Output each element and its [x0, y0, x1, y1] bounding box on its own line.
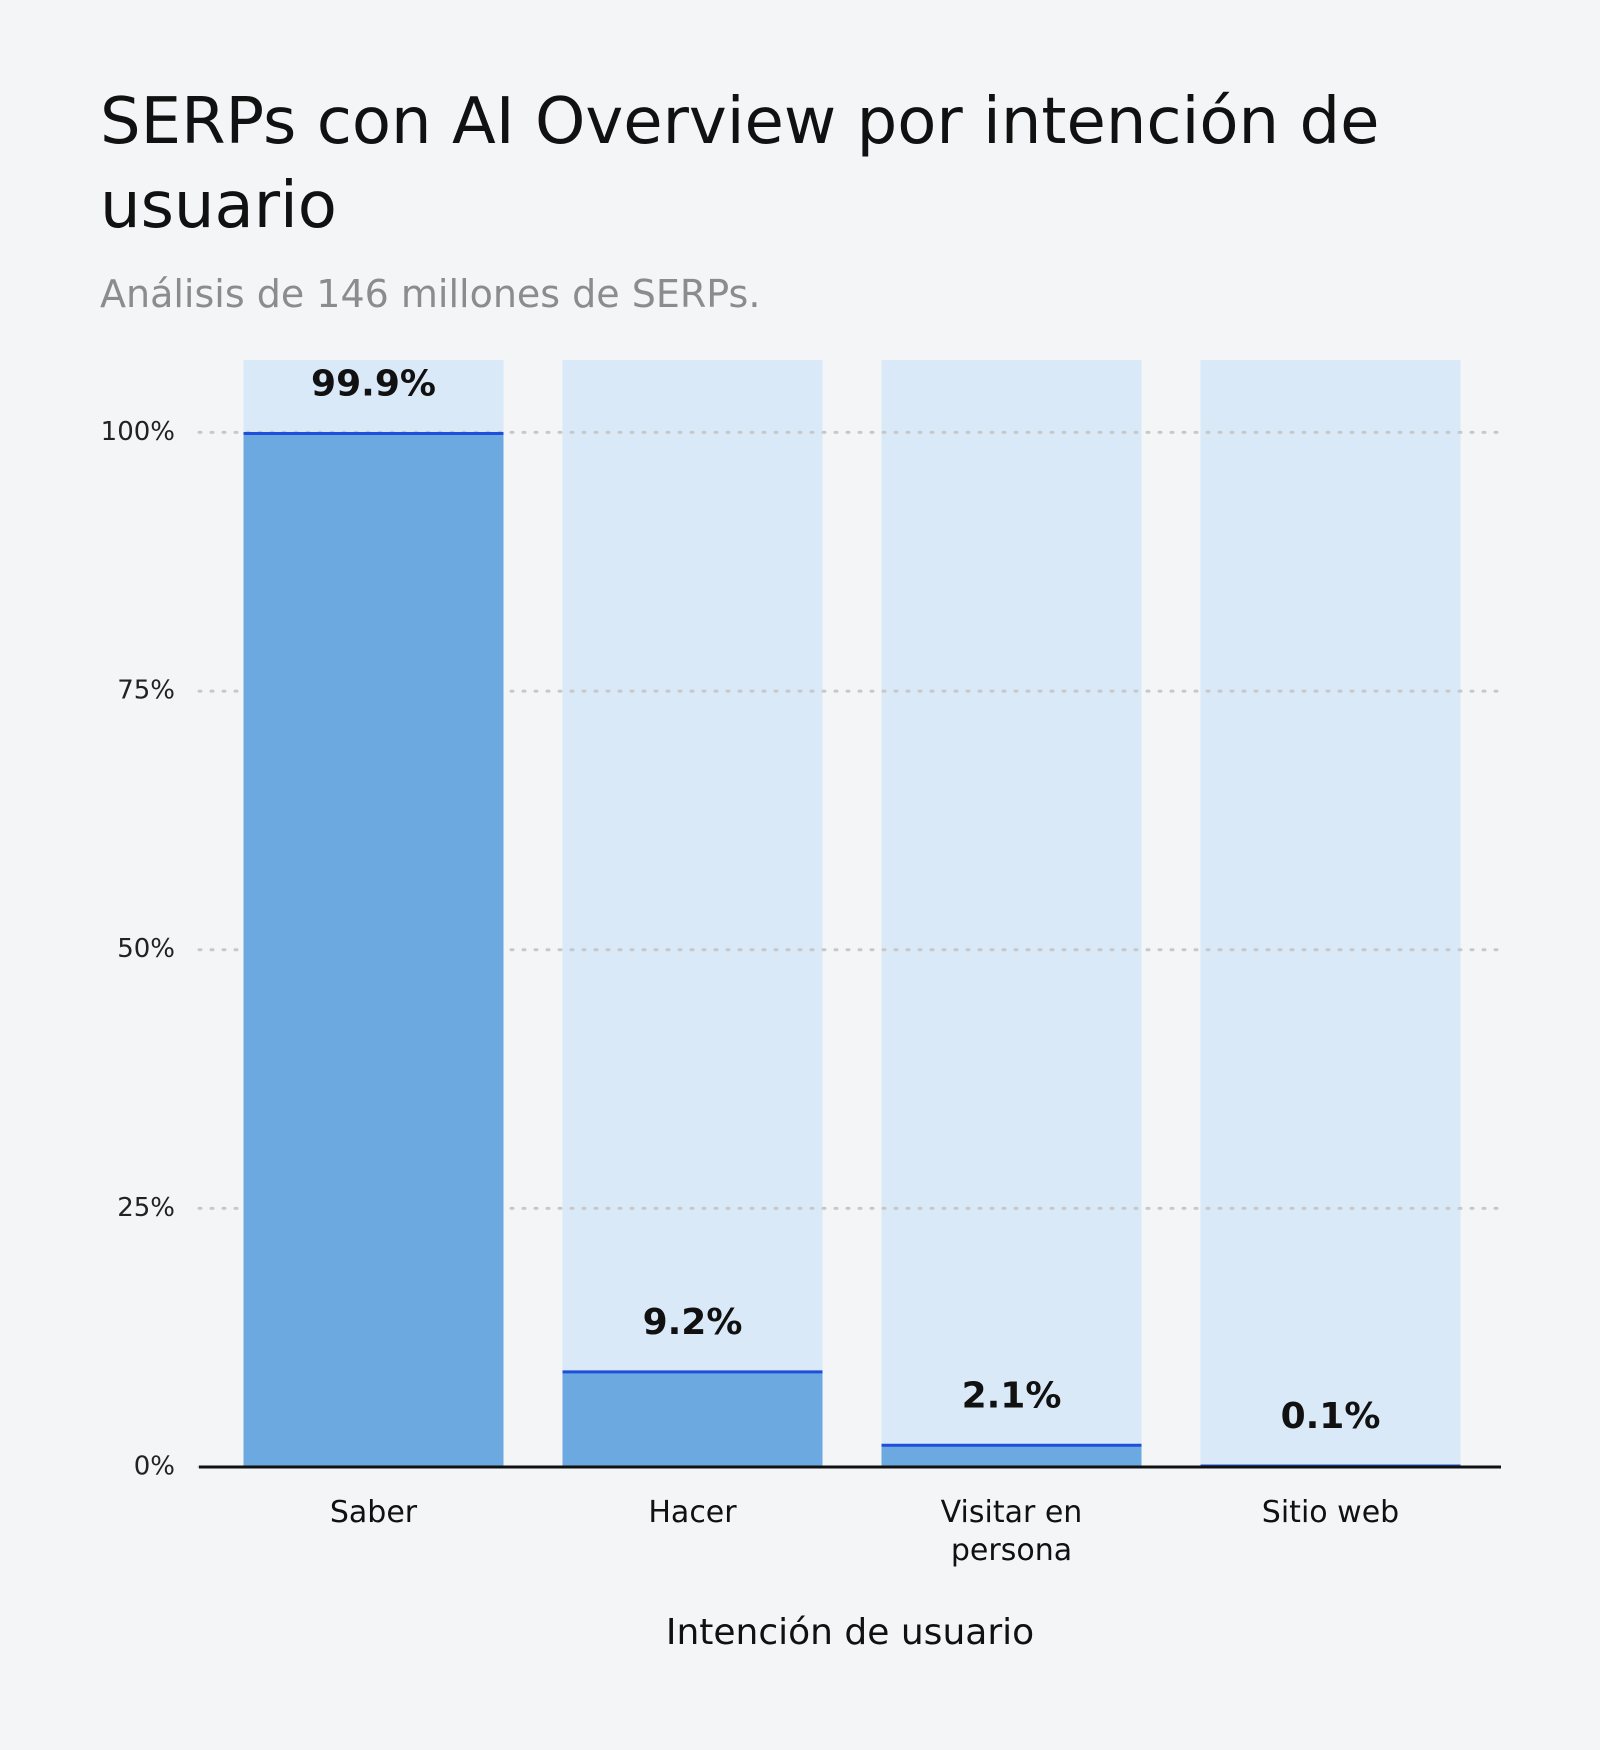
chart-title: SERPs con AI Overview por intención de u… — [100, 85, 1380, 243]
x-axis-title: Intención de usuario — [665, 1612, 1035, 1653]
bar — [881, 1445, 1142, 1467]
value-label: 9.2% — [643, 1302, 743, 1343]
y-tick-label: 0% — [134, 1452, 175, 1482]
y-tick-label: 50% — [117, 934, 175, 964]
y-tick-label: 100% — [101, 417, 175, 447]
y-tick-label: 25% — [117, 1193, 175, 1223]
x-tick-label: Sitio web — [1261, 1495, 1400, 1530]
bar-background — [562, 360, 823, 1467]
x-tick-label: Hacer — [648, 1495, 737, 1530]
chart-subtitle: Análisis de 146 millones de SERPs. — [100, 272, 761, 316]
bar — [243, 433, 504, 1468]
x-tick-label: Visitar en persona — [940, 1495, 1083, 1568]
x-tick-label: Saber — [329, 1495, 418, 1530]
value-label: 99.9% — [311, 363, 436, 404]
value-label: 2.1% — [962, 1375, 1062, 1416]
bar — [562, 1371, 823, 1467]
y-tick-label: 75% — [117, 676, 175, 706]
value-label: 0.1% — [1281, 1396, 1381, 1437]
bar-background — [881, 360, 1142, 1467]
bar-background — [1200, 360, 1461, 1467]
